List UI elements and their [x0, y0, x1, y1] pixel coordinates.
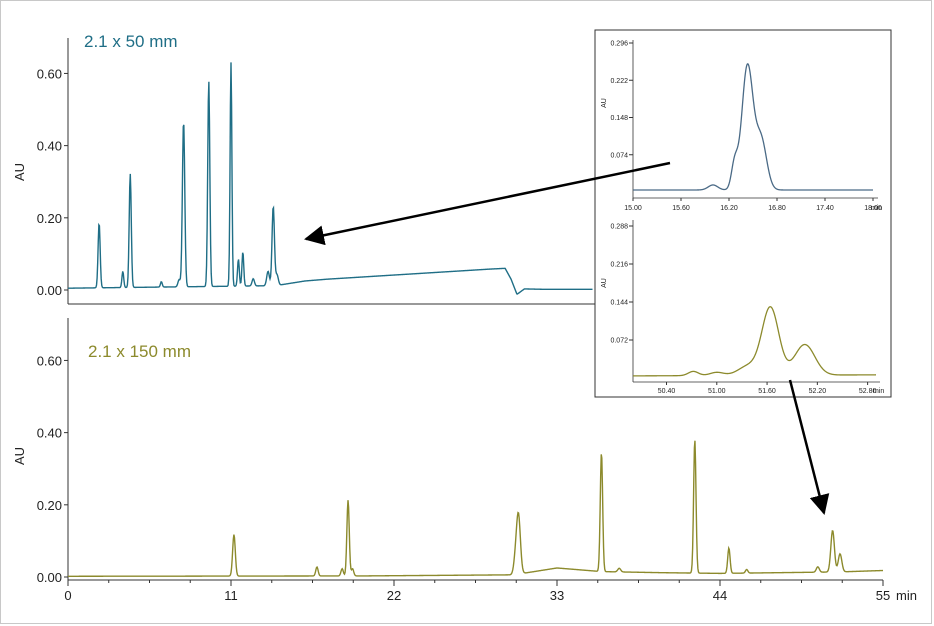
top-y-tick-label: 0.00 — [37, 283, 62, 298]
inset-top-x-tick-label: 18.00 — [864, 205, 882, 212]
inset-top-x-tick-label: 17.40 — [816, 205, 834, 212]
bottom-series-line — [68, 440, 884, 577]
inset-bottom-x-ticks: 50.40 51.00 51.60 52.20 52.80 — [658, 382, 877, 395]
bottom-y-ticks: 0.00 0.20 0.40 0.60 — [37, 353, 68, 585]
inset-top-y-tick-label: 0.148 — [610, 115, 628, 122]
inset-bottom-x-tick-label: 52.80 — [859, 388, 877, 395]
bottom-x-axis-unit: min — [896, 588, 917, 603]
inset-top-x-tick-label: 15.60 — [672, 205, 690, 212]
inset-bottom-x-tick-label: 51.00 — [708, 388, 726, 395]
bottom-x-tick-label: 22 — [387, 588, 401, 603]
inset-top-y-axis-title: AU — [601, 98, 608, 108]
top-y-axis-title: AU — [12, 163, 27, 181]
inset-bottom-y-tick-label: 0.288 — [610, 224, 628, 231]
bottom-y-tick-label: 0.20 — [37, 498, 62, 513]
inset-bottom-y-tick-label: 0.072 — [610, 338, 628, 345]
zoom-arrow-top — [304, 161, 671, 246]
top-chart-title: 2.1 x 50 mm — [84, 32, 178, 51]
top-y-tick-label: 0.40 — [37, 139, 62, 154]
inset-top-x-tick-label: 16.80 — [768, 205, 786, 212]
inset-bottom-x-tick-label: 50.40 — [658, 388, 676, 395]
top-chart: 2.1 x 50 mm AU 0.00 0.20 0.40 0.60 — [12, 32, 598, 305]
inset-bottom-x-tick-label: 51.60 — [758, 388, 776, 395]
bottom-chart: 2.1 x 150 mm AU 0.00 0.20 0.40 0.60 0 11 22 33… — [12, 318, 917, 603]
bottom-chart-title: 2.1 x 150 mm — [88, 342, 191, 361]
bottom-x-tick-label: 55 — [876, 588, 890, 603]
inset-top-x-tick-label: 16.20 — [720, 205, 738, 212]
inset-bottom-y-tick-label: 0.216 — [610, 262, 628, 269]
inset-top-x-tick-label: 15.00 — [624, 205, 642, 212]
inset-top-series-line — [633, 63, 873, 191]
bottom-y-tick-label: 0.40 — [37, 426, 62, 441]
bottom-y-axis-title: AU — [12, 447, 27, 465]
inset-top-x-axis-unit: min — [871, 205, 882, 212]
top-y-ticks: 0.00 0.20 0.40 0.60 — [37, 66, 68, 298]
inset-box — [594, 29, 892, 398]
bottom-x-tick-label: 11 — [224, 588, 238, 603]
zoom-arrow-bottom — [788, 379, 830, 515]
inset-bottom-y-tick-label: 0.144 — [610, 300, 628, 307]
bottom-x-tick-label: 33 — [550, 588, 564, 603]
inset-bottom-y-axis-title: AU — [601, 278, 608, 288]
inset-bottom-series-line — [633, 306, 876, 377]
inset-bottom-y-ticks: 0.072 0.144 0.216 0.288 — [610, 224, 633, 345]
inset-bottom-x-tick-label: 52.20 — [809, 388, 827, 395]
inset-bottom-x-axis-unit: min — [873, 388, 884, 395]
inset-top-x-ticks: 15.00 15.60 16.20 16.80 17.40 18.00 — [624, 198, 882, 212]
bottom-x-tick-label: 0 — [64, 588, 71, 603]
bottom-x-tick-label: 44 — [713, 588, 727, 603]
top-series-line — [67, 62, 593, 295]
inset-top-y-tick-label: 0.296 — [610, 41, 628, 48]
inset-top-y-tick-label: 0.222 — [610, 78, 628, 85]
bottom-x-ticks: 0 11 22 33 44 55 — [64, 580, 890, 603]
inset-top-y-tick-label: 0.074 — [610, 152, 628, 159]
top-y-tick-label: 0.20 — [37, 211, 62, 226]
bottom-y-tick-label: 0.60 — [37, 353, 62, 368]
bottom-y-tick-label: 0.00 — [37, 570, 62, 585]
top-y-tick-label: 0.60 — [37, 66, 62, 81]
inset-top-y-ticks: 0.074 0.148 0.222 0.296 — [610, 41, 633, 159]
